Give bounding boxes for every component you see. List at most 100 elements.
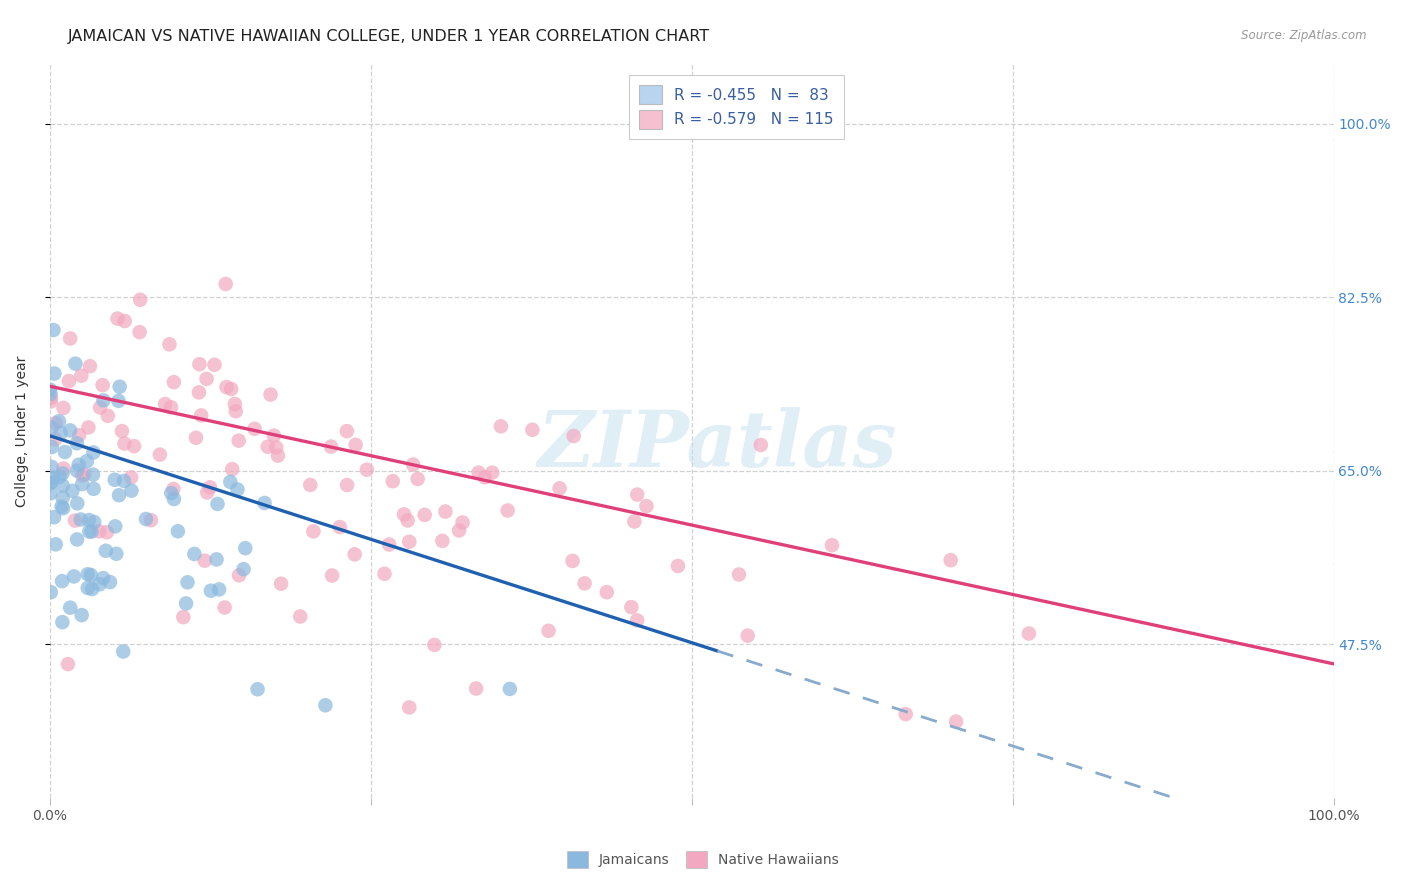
Point bbox=[107, 393, 129, 408]
Point bbox=[226, 483, 249, 497]
Text: Source: ZipAtlas.com: Source: ZipAtlas.com bbox=[1241, 29, 1367, 42]
Point bbox=[749, 438, 772, 452]
Point bbox=[496, 503, 519, 517]
Point bbox=[38, 476, 60, 491]
Point bbox=[474, 470, 496, 484]
Point bbox=[434, 504, 457, 518]
Point bbox=[290, 609, 312, 624]
Point bbox=[77, 513, 100, 527]
Point bbox=[112, 644, 135, 658]
Point bbox=[381, 474, 404, 488]
Point bbox=[39, 394, 62, 409]
Point bbox=[39, 391, 62, 405]
Point bbox=[63, 514, 86, 528]
Point bbox=[620, 600, 643, 615]
Point bbox=[343, 547, 366, 561]
Point bbox=[373, 566, 395, 581]
Point bbox=[128, 325, 150, 339]
Point bbox=[636, 499, 658, 513]
Point bbox=[51, 615, 73, 629]
Point bbox=[52, 501, 75, 516]
Point bbox=[89, 577, 111, 591]
Point bbox=[104, 473, 127, 487]
Point bbox=[139, 513, 162, 527]
Point bbox=[52, 479, 75, 493]
Point bbox=[329, 520, 352, 534]
Point bbox=[79, 359, 101, 374]
Point bbox=[232, 562, 254, 576]
Point bbox=[215, 277, 238, 291]
Point bbox=[224, 397, 246, 411]
Point bbox=[243, 422, 266, 436]
Point bbox=[73, 467, 96, 482]
Point bbox=[83, 482, 105, 496]
Point bbox=[91, 378, 114, 392]
Point bbox=[59, 331, 82, 345]
Point bbox=[225, 404, 247, 418]
Point bbox=[108, 380, 131, 394]
Point bbox=[82, 445, 104, 459]
Point bbox=[42, 510, 65, 524]
Point bbox=[56, 657, 79, 671]
Point bbox=[91, 571, 114, 585]
Point bbox=[135, 512, 157, 526]
Point bbox=[70, 608, 93, 623]
Point bbox=[172, 610, 194, 624]
Legend: R = -0.455   N =  83, R = -0.579   N = 115: R = -0.455 N = 83, R = -0.579 N = 115 bbox=[630, 75, 844, 138]
Point bbox=[107, 311, 129, 326]
Point bbox=[522, 423, 544, 437]
Point bbox=[160, 486, 183, 500]
Point bbox=[204, 358, 226, 372]
Point bbox=[41, 421, 63, 435]
Point bbox=[70, 477, 93, 491]
Point bbox=[194, 554, 217, 568]
Point bbox=[219, 382, 242, 396]
Point bbox=[42, 471, 65, 485]
Point bbox=[548, 481, 571, 495]
Point bbox=[574, 576, 596, 591]
Point bbox=[344, 438, 367, 452]
Point bbox=[60, 483, 83, 498]
Point bbox=[97, 409, 120, 423]
Point bbox=[94, 543, 117, 558]
Point bbox=[39, 475, 62, 490]
Point bbox=[122, 439, 145, 453]
Point bbox=[392, 508, 415, 522]
Point bbox=[66, 533, 89, 547]
Point bbox=[67, 428, 90, 442]
Point bbox=[321, 568, 343, 582]
Point bbox=[112, 474, 135, 488]
Point bbox=[70, 468, 93, 483]
Point bbox=[174, 597, 197, 611]
Point bbox=[45, 537, 67, 551]
Point bbox=[104, 519, 127, 533]
Point bbox=[51, 574, 73, 589]
Point bbox=[728, 567, 751, 582]
Point bbox=[190, 409, 212, 423]
Point bbox=[52, 401, 75, 415]
Point bbox=[299, 478, 322, 492]
Point bbox=[52, 467, 75, 481]
Point bbox=[423, 638, 446, 652]
Point bbox=[76, 454, 98, 468]
Point bbox=[163, 491, 186, 506]
Point bbox=[467, 466, 489, 480]
Point bbox=[465, 681, 488, 696]
Point bbox=[82, 467, 104, 482]
Point bbox=[76, 567, 98, 582]
Point bbox=[183, 547, 205, 561]
Point bbox=[195, 485, 218, 500]
Point bbox=[195, 372, 218, 386]
Point bbox=[89, 524, 111, 539]
Point bbox=[207, 497, 229, 511]
Point bbox=[48, 414, 70, 428]
Point bbox=[737, 629, 759, 643]
Point bbox=[228, 568, 250, 582]
Point bbox=[314, 698, 336, 713]
Point bbox=[413, 508, 436, 522]
Point bbox=[93, 393, 115, 408]
Point bbox=[114, 436, 136, 450]
Point bbox=[263, 428, 285, 442]
Point bbox=[356, 463, 378, 477]
Point bbox=[945, 714, 967, 729]
